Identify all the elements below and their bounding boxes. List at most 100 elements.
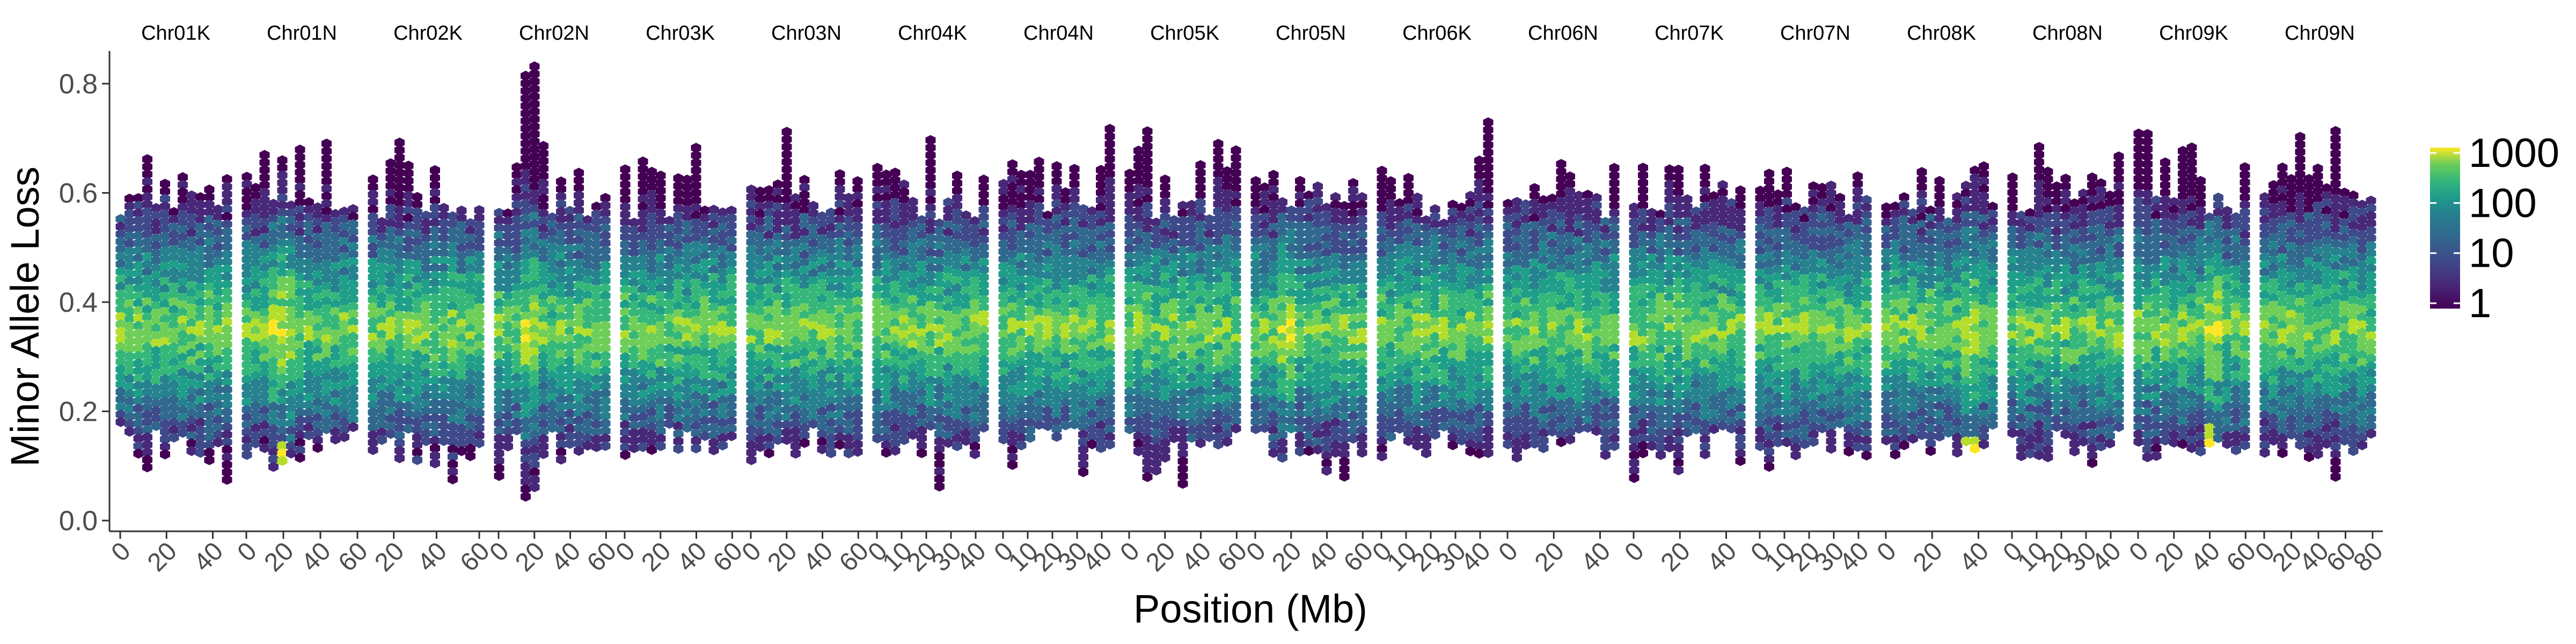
hex-bin bbox=[169, 409, 179, 420]
hex-bin bbox=[204, 199, 215, 210]
hex-bin bbox=[259, 292, 270, 303]
hex-bin bbox=[1348, 433, 1358, 444]
hex-bin bbox=[259, 375, 270, 386]
hex-bin bbox=[521, 491, 531, 502]
hex-bin bbox=[970, 449, 980, 459]
hex-bin bbox=[133, 411, 144, 421]
hex-bin bbox=[286, 200, 296, 211]
hex-bin bbox=[251, 190, 261, 201]
hex-bin bbox=[222, 339, 232, 350]
hex-bin bbox=[133, 380, 144, 391]
hex-bin bbox=[251, 348, 261, 358]
hex-bin bbox=[160, 179, 170, 189]
hex-bin bbox=[213, 339, 223, 350]
hex-bin bbox=[151, 308, 162, 319]
hex-bin bbox=[259, 315, 270, 326]
hex-bin bbox=[125, 238, 135, 249]
hex-bin bbox=[295, 332, 305, 343]
hex-bin bbox=[348, 422, 358, 433]
hex-bin bbox=[125, 298, 135, 309]
hex-bin bbox=[286, 215, 296, 226]
hex-bin bbox=[151, 255, 162, 266]
hex-bin bbox=[259, 308, 270, 318]
hex-bin bbox=[556, 454, 566, 465]
hex-bin bbox=[241, 314, 252, 325]
hex-bin bbox=[268, 424, 279, 435]
hex-bin bbox=[286, 365, 296, 376]
hex-bin bbox=[195, 222, 206, 232]
hex-bin bbox=[286, 411, 296, 421]
hex-bin bbox=[213, 407, 223, 418]
hex-bin bbox=[195, 252, 206, 262]
panel-Chr01N bbox=[241, 138, 358, 472]
hex-bin bbox=[277, 403, 288, 414]
hex-bin bbox=[241, 194, 252, 204]
hex-bin bbox=[125, 419, 135, 429]
hex-bin bbox=[160, 344, 170, 355]
hex-bin bbox=[222, 211, 232, 222]
hex-bin bbox=[125, 426, 135, 437]
hex-bin bbox=[160, 397, 170, 407]
hex-bin bbox=[251, 243, 261, 253]
hex-bin bbox=[160, 194, 170, 204]
hex-bin bbox=[195, 320, 206, 330]
hex-bin bbox=[251, 288, 261, 298]
hex-bin bbox=[295, 430, 305, 441]
hex-bin bbox=[213, 241, 223, 252]
hex-bin bbox=[222, 234, 232, 245]
hex-bin bbox=[591, 442, 602, 452]
hex-bin bbox=[277, 335, 288, 346]
hex-bin bbox=[213, 354, 223, 365]
hex-bin bbox=[385, 428, 396, 439]
hex-bin bbox=[142, 462, 152, 473]
hex-bin bbox=[295, 174, 305, 185]
hex-bin bbox=[222, 332, 232, 342]
hex-bin bbox=[133, 373, 144, 384]
hex-bin bbox=[241, 239, 252, 250]
hex-bin bbox=[169, 357, 179, 368]
hex-bin bbox=[125, 193, 135, 204]
hex-bin bbox=[259, 277, 270, 288]
panel-Chr04K bbox=[872, 135, 989, 492]
hex-bin bbox=[259, 435, 270, 446]
hex-bin bbox=[151, 270, 162, 281]
hex-bin bbox=[259, 180, 270, 191]
hex-bin bbox=[295, 152, 305, 163]
hex-bin bbox=[160, 291, 170, 302]
hex-bin bbox=[178, 277, 188, 288]
hex-bin bbox=[222, 422, 232, 433]
hex-bin bbox=[826, 448, 836, 458]
panel-Chr04N bbox=[998, 123, 1115, 478]
hex-bin bbox=[204, 364, 215, 375]
hex-bin bbox=[708, 445, 719, 456]
hex-bin bbox=[151, 353, 162, 364]
hex-bin bbox=[241, 397, 252, 407]
hex-bin bbox=[277, 178, 288, 188]
hex-bin bbox=[160, 412, 170, 422]
hex-bin bbox=[195, 418, 206, 428]
hex-bin bbox=[268, 409, 279, 420]
panels-layer bbox=[115, 61, 2376, 502]
hex-bin bbox=[1421, 448, 1431, 458]
hex-bin bbox=[178, 187, 188, 197]
hex-bin bbox=[195, 207, 206, 217]
hex-bin bbox=[178, 209, 188, 220]
hex-bin bbox=[186, 310, 197, 321]
hex-bin bbox=[268, 251, 279, 262]
hex-bin bbox=[222, 196, 232, 207]
hex-bin bbox=[160, 449, 170, 460]
hex-bin bbox=[259, 240, 270, 251]
hex-bin bbox=[268, 311, 279, 322]
hex-bin bbox=[186, 243, 197, 253]
hex-bin bbox=[186, 325, 197, 336]
hex-bin bbox=[277, 185, 288, 196]
hex-bin bbox=[582, 440, 593, 451]
hex-bin bbox=[1250, 424, 1261, 434]
hex-bin bbox=[186, 228, 197, 238]
hex-bin bbox=[186, 438, 197, 449]
hex-bin bbox=[222, 204, 232, 215]
hex-bin bbox=[295, 295, 305, 305]
hex-bin bbox=[1260, 422, 1270, 433]
hex-bin bbox=[251, 303, 261, 313]
hex-bin bbox=[286, 208, 296, 218]
